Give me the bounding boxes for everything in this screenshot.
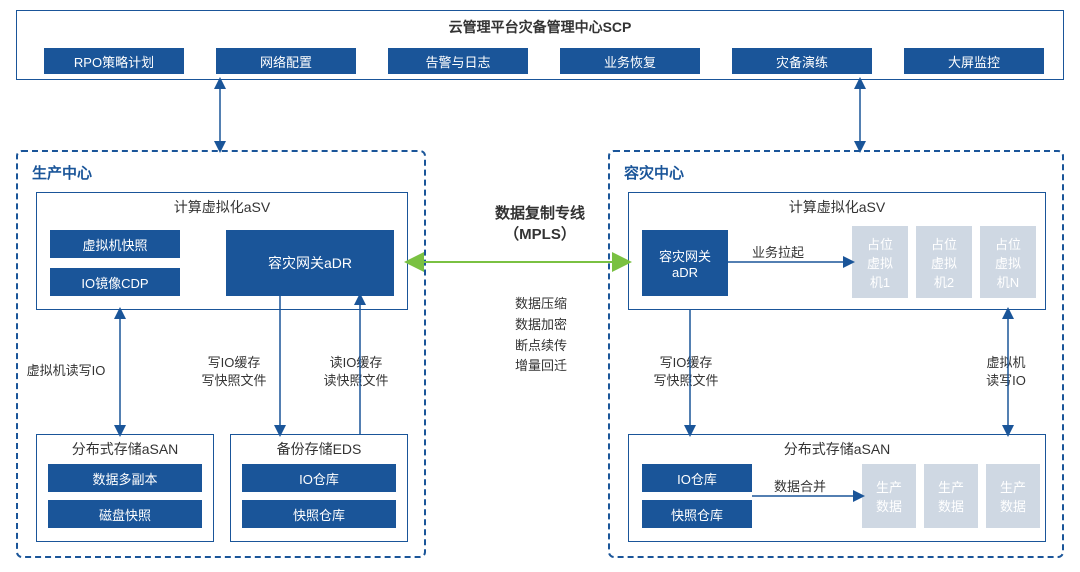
right-dr-gateway: 容灾网关 aDR (642, 230, 728, 296)
right-compute-title: 计算虚拟化aSV (629, 197, 1045, 217)
right-biz-pull: 业务拉起 (742, 244, 814, 262)
header-title: 云管理平台灾备管理中心SCP (17, 17, 1063, 37)
center-mpls: 数据复制专线 （MPLS） (450, 202, 630, 244)
left-io-cdp: IO镜像CDP (50, 268, 180, 296)
left-dr-gateway: 容灾网关aDR (226, 230, 394, 296)
right-merge: 数据合并 (764, 478, 836, 496)
left-asan-title: 分布式存储aSAN (37, 439, 213, 459)
right-title: 容灾中心 (624, 162, 684, 183)
header-item-2: 告警与日志 (388, 48, 528, 74)
right-label-vmio: 虚拟机 读写IO (966, 354, 1046, 390)
right-vm1: 占位 虚拟 机1 (852, 226, 908, 298)
left-label-read: 读IO缓存 读快照文件 (306, 354, 406, 390)
right-label-write: 写IO缓存 写快照文件 (636, 354, 736, 390)
left-eds-item2: 快照仓库 (242, 500, 396, 528)
left-compute-title: 计算虚拟化aSV (37, 197, 407, 217)
header-item-5: 大屏监控 (904, 48, 1044, 74)
header-item-4: 灾备演练 (732, 48, 872, 74)
right-vm2: 占位 虚拟 机2 (916, 226, 972, 298)
left-vm-snapshot: 虚拟机快照 (50, 230, 180, 258)
left-asan-item2: 磁盘快照 (48, 500, 202, 528)
left-title: 生产中心 (32, 162, 92, 183)
left-label-write: 写IO缓存 写快照文件 (184, 354, 284, 390)
center-features: 数据压缩 数据加密 断点续传 增量回迁 (476, 294, 606, 377)
right-prod2: 生产 数据 (924, 464, 978, 528)
header-item-1: 网络配置 (216, 48, 356, 74)
right-prod3: 生产 数据 (986, 464, 1040, 528)
left-asan-item1: 数据多副本 (48, 464, 202, 492)
left-label-vmio: 虚拟机读写IO (16, 362, 116, 380)
right-vmN: 占位 虚拟 机N (980, 226, 1036, 298)
header-item-0: RPO策略计划 (44, 48, 184, 74)
right-snap-store: 快照仓库 (642, 500, 752, 528)
right-io-store: IO仓库 (642, 464, 752, 492)
right-prod1: 生产 数据 (862, 464, 916, 528)
header-item-3: 业务恢复 (560, 48, 700, 74)
right-asan-title: 分布式存储aSAN (629, 439, 1045, 459)
left-eds-item1: IO仓库 (242, 464, 396, 492)
left-eds-title: 备份存储EDS (231, 439, 407, 459)
